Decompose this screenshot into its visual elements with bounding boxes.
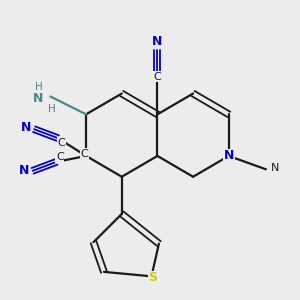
- Text: C: C: [58, 138, 65, 148]
- Text: H: H: [35, 82, 42, 92]
- Text: S: S: [148, 271, 158, 284]
- Text: C: C: [80, 148, 88, 159]
- Text: N: N: [224, 149, 234, 162]
- Text: N: N: [33, 92, 44, 105]
- Text: H: H: [48, 104, 56, 114]
- Text: C: C: [56, 152, 64, 162]
- Text: N: N: [21, 121, 31, 134]
- Text: N: N: [152, 35, 163, 48]
- Text: N: N: [270, 163, 279, 173]
- Text: C: C: [154, 72, 161, 82]
- Text: N: N: [19, 164, 29, 177]
